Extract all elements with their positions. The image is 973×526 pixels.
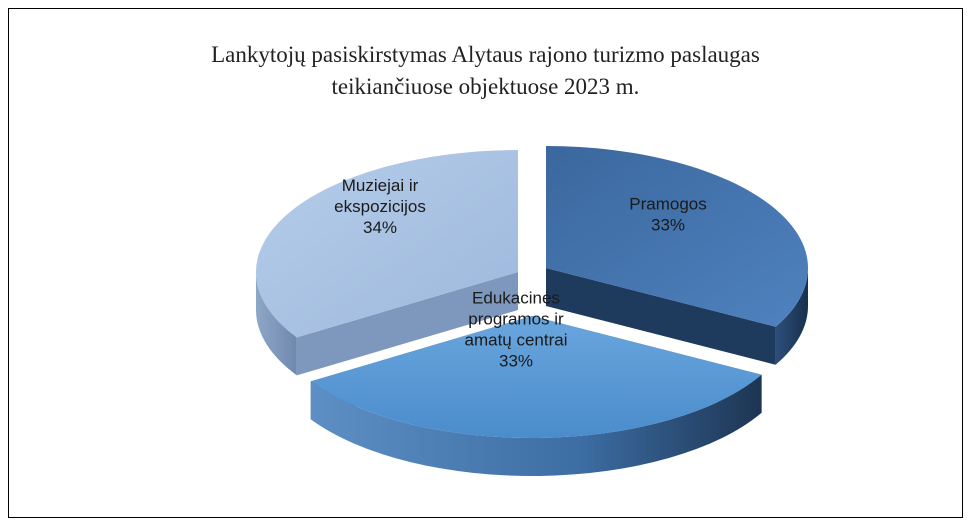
pie-slice-side: [255, 272, 297, 376]
pie-slice-side: [310, 374, 762, 477]
pie-slice-1: [546, 146, 809, 365]
pie-slice-side: [775, 268, 808, 365]
data-label-category: Edukacinės: [472, 289, 560, 308]
pie-slice-top: [310, 316, 762, 439]
pie-slice-wall: [296, 272, 518, 376]
pie-slice-top: [256, 150, 518, 338]
chart-title: Lankytojų pasiskirstymas Alytaus rajono …: [9, 39, 962, 103]
pie-slice-top: [546, 146, 809, 327]
data-label-category: amatų centrai: [465, 331, 568, 350]
data-label-value: 33%: [651, 216, 685, 235]
data-label-value: 34%: [363, 218, 397, 237]
data-label-category: Pramogos: [629, 195, 706, 214]
data-label-category: ekspozicijos: [334, 197, 426, 216]
data-label-category: programos ir: [468, 310, 564, 329]
pie-slice-2: [310, 316, 762, 477]
chart-title-line-2: teikiančiuose objektuose 2023 m.: [331, 74, 640, 99]
chart-title-line-1: Lankytojų pasiskirstymas Alytaus rajono …: [211, 42, 760, 67]
data-label-value: 33%: [499, 352, 533, 371]
data-label-3: Muziejai ir ekspozicijos 34%: [334, 176, 426, 237]
data-label-2: Edukacinės programos ir amatų centrai 33%: [465, 289, 568, 371]
data-label-1: Pramogos 33%: [629, 195, 706, 235]
pie-slice-3: [255, 150, 518, 376]
pie-slice-wall: [546, 268, 776, 365]
data-label-category: Muziejai ir: [342, 176, 419, 195]
